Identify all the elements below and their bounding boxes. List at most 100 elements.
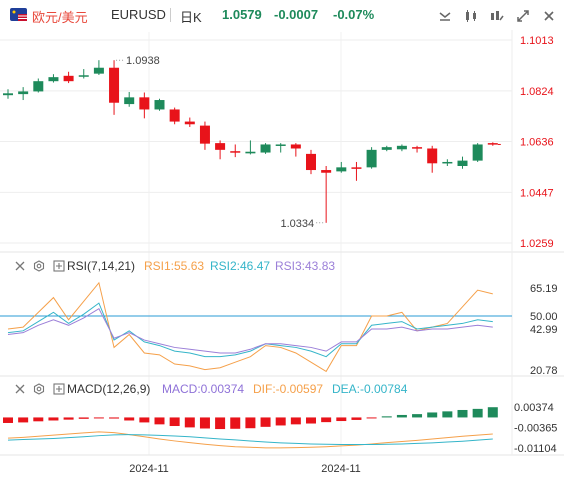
close-icon [544,11,554,21]
hide-icon[interactable] [14,260,26,272]
high-annotation: 1.0938 [126,55,160,67]
rsi-tick-label: 20.78 [530,365,558,377]
price-tick-label: 1.1013 [520,35,554,47]
dif-value: DIF:-0.00597 [253,382,324,396]
candle-body [230,151,241,153]
indicator-icon [491,11,504,21]
candle-body [184,121,195,125]
candle-body [260,144,271,153]
macd-histogram-bar [109,417,120,419]
macd-title: MACD(12,26,9) [67,382,151,396]
macd-histogram-bar [457,409,468,418]
macd-histogram-bar [199,417,210,429]
expand-icon[interactable] [53,383,65,395]
macd-histogram-bar [124,417,135,421]
macd-histogram-bar [48,417,59,421]
candle-body [306,153,316,171]
macd-histogram-bar [321,417,332,423]
fullscreen-button[interactable] [514,7,532,25]
rsi2-line [7,302,493,358]
macd-tick-label: -0.01104 [514,443,557,455]
candle-body [154,100,165,110]
macd-histogram-bar [487,407,498,418]
rsi-title: RSI(7,14,21) [67,259,136,273]
macd-histogram-bar [366,417,377,419]
fullscreen-icon [517,10,529,22]
macd-histogram-bar [215,417,226,430]
macd-histogram-bar [93,417,104,419]
price-tick-label: 1.0259 [520,238,554,250]
rsi3-line [7,307,493,354]
settings-icon[interactable] [33,383,45,395]
macd-histogram-bar [245,417,256,429]
macd-histogram-bar [336,417,347,422]
candle-body [381,147,392,150]
price-tick-label: 1.0447 [520,187,554,199]
macd-histogram-bar [442,411,453,418]
timeframe-selector[interactable]: 日K [180,10,202,25]
chart-toolbar: 欧元/美元 EURUSD 日K 1.0579 -0.0007 -0.07% [0,0,564,30]
macd-histogram-bar [412,414,423,418]
macd-histogram-bar [18,417,29,423]
rsi-tick-label: 50.00 [530,311,558,323]
candle-body [139,97,150,110]
rsi1-line [7,281,493,373]
close-button[interactable] [540,7,558,25]
candle-body [366,149,377,168]
macd-histogram-bar [184,417,195,428]
candle-body [124,97,135,105]
pair-symbol[interactable]: EURUSD [111,7,166,22]
hide-icon[interactable] [14,383,26,395]
macd-histogram-bar [290,417,301,425]
candle-body [412,147,423,149]
candle-body [215,143,226,150]
rsi1-value: RSI1:55.63 [144,259,205,273]
candle-body [48,77,59,82]
candle-body [336,167,347,172]
compare-button[interactable] [462,7,480,25]
candle-body [63,75,74,82]
candle-body [472,144,483,161]
dif-line [7,431,493,449]
candle-body [351,167,362,169]
rsi2-value: RSI2:46.47 [210,259,271,273]
candle-body [169,109,180,122]
rsi3-value: RSI3:43.83 [275,259,336,273]
last-price: 1.0579 [222,7,262,22]
rsi-tick-label: 42.99 [530,324,558,336]
collapse-button[interactable] [436,7,454,25]
macd-histogram-bar [230,417,241,429]
macd-histogram-bar [154,417,165,425]
dea-line [7,434,493,446]
dea-value: DEA:-0.00784 [332,382,408,396]
candle-body [78,75,89,77]
candle-body [290,144,301,149]
candle-body [442,161,453,164]
macd-histogram-bar [275,417,286,426]
macd-histogram-bar [260,417,271,427]
candle-body [457,160,468,166]
candle-body [109,67,120,103]
price-tick-label: 1.0636 [520,137,554,149]
x-tick-label: 2024-11 [321,463,361,475]
macd-histogram-bar [63,417,74,420]
rsi-tick-label: 65.19 [530,283,558,295]
price-change-pct: -0.07% [333,7,375,22]
indicator-button[interactable] [488,7,506,25]
macd-histogram-bar [351,417,362,420]
x-tick-label: 2024-11 [129,463,169,475]
candle-body [93,67,104,74]
macd-histogram-bar [3,417,13,423]
macd-tick-label: 0.00374 [514,402,554,414]
macd-histogram-bar [472,408,483,418]
price-change: -0.0007 [274,7,319,22]
candle-body [396,145,407,150]
candle-body [245,151,256,154]
macd-tick-label: -0.00365 [514,423,557,435]
settings-icon[interactable] [33,260,45,272]
expand-icon[interactable] [53,260,65,272]
macd-histogram-bar [381,416,392,418]
pair-name-cn[interactable]: 欧元/美元 [32,10,88,25]
eu-us-flag-icon [10,8,27,21]
